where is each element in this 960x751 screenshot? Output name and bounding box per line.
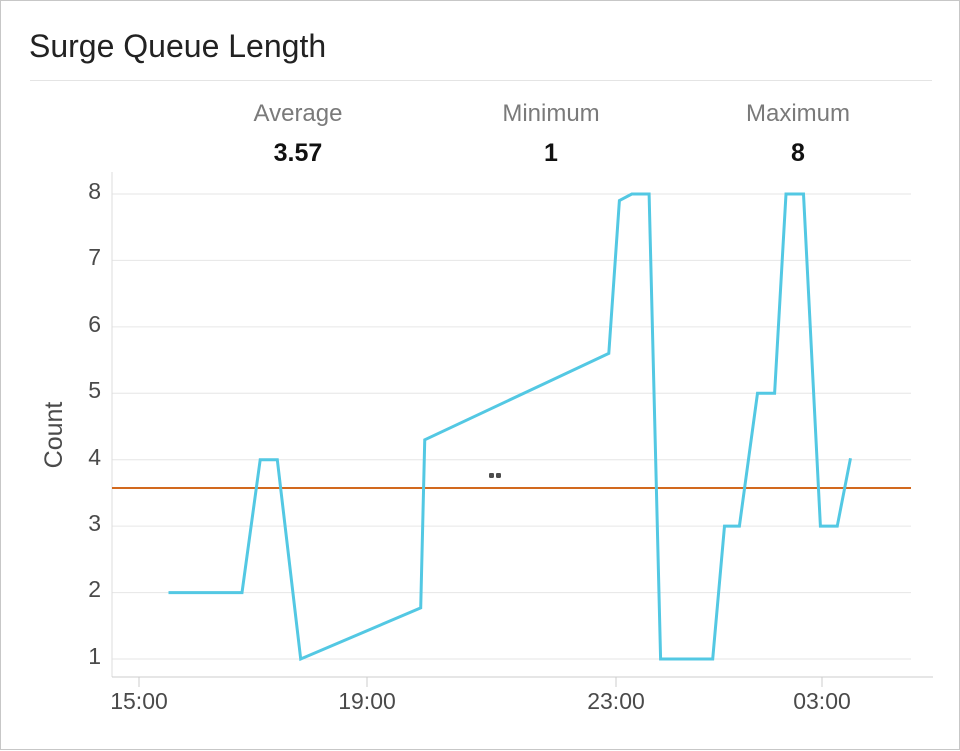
svg-text:Count: Count [40, 402, 68, 469]
svg-text:5: 5 [88, 377, 101, 403]
svg-text:15:00: 15:00 [110, 688, 168, 714]
svg-text:3: 3 [88, 510, 101, 536]
svg-text:6: 6 [88, 311, 101, 337]
svg-text:1: 1 [88, 643, 101, 669]
svg-text:7: 7 [88, 244, 101, 270]
svg-text:03:00: 03:00 [793, 688, 851, 714]
svg-text:19:00: 19:00 [338, 688, 396, 714]
svg-text:2: 2 [88, 576, 101, 602]
svg-text:23:00: 23:00 [587, 688, 645, 714]
svg-text:8: 8 [88, 178, 101, 204]
svg-text:4: 4 [88, 444, 101, 470]
